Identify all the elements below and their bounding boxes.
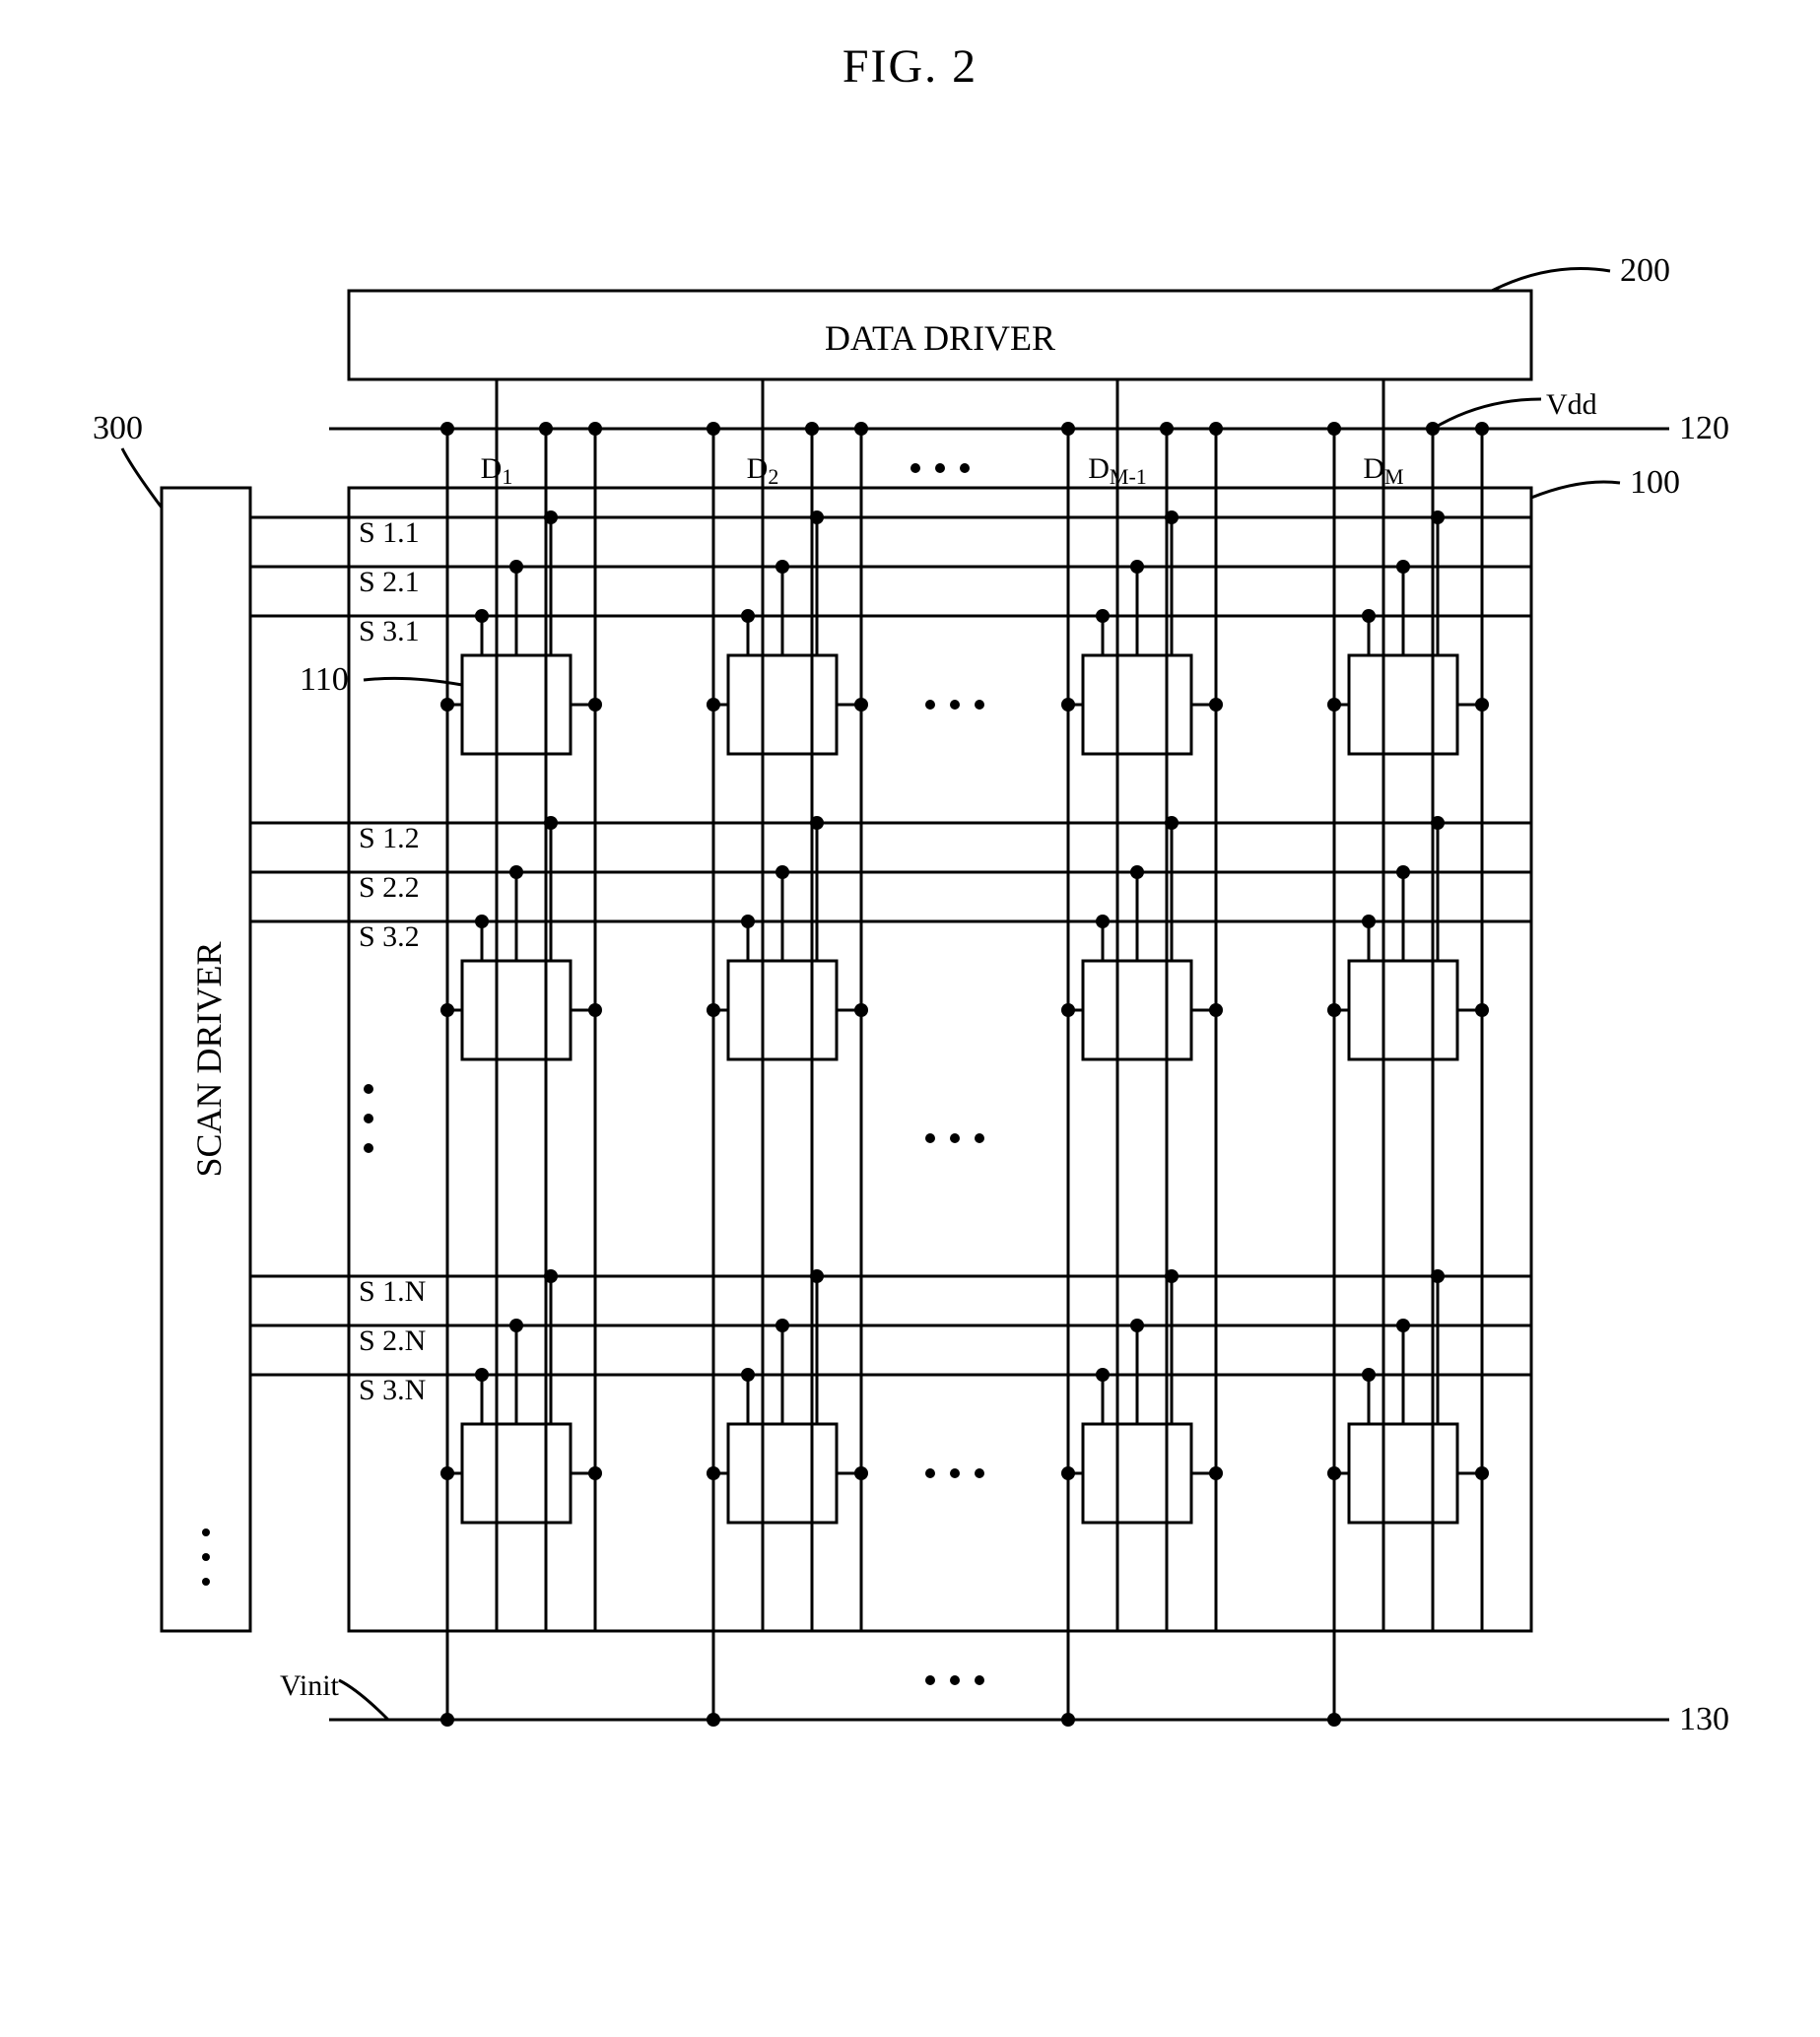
reference-callouts: 200 300 100 120 130 110 bbox=[93, 252, 1729, 1737]
svg-text:100: 100 bbox=[1630, 464, 1680, 501]
svg-text:300: 300 bbox=[93, 410, 143, 446]
svg-text:S 2.2: S 2.2 bbox=[359, 871, 420, 904]
svg-text:S 3.1: S 3.1 bbox=[359, 615, 420, 647]
ellipsis-cols bbox=[910, 463, 970, 473]
scan-labels: S 1.1 S 2.1 S 3.1 S 1.2 S 2.2 S 3.2 S 1.… bbox=[359, 516, 426, 1406]
column-lines bbox=[440, 379, 1440, 1727]
scan-driver-label: SCAN DRIVER bbox=[189, 941, 229, 1177]
data-driver-label: DATA DRIVER bbox=[824, 318, 1054, 358]
svg-text:120: 120 bbox=[1679, 410, 1729, 446]
svg-text:S 2.1: S 2.1 bbox=[359, 566, 420, 598]
svg-text:S 1.1: S 1.1 bbox=[359, 516, 420, 549]
pixel-connections bbox=[440, 422, 1489, 1631]
scan-lines bbox=[250, 517, 1531, 1375]
svg-text:S 1.2: S 1.2 bbox=[359, 822, 420, 854]
svg-text:130: 130 bbox=[1679, 1701, 1729, 1737]
figure-title: FIG. 2 bbox=[39, 39, 1781, 94]
svg-text:S 3.2: S 3.2 bbox=[359, 920, 420, 953]
vdd-label: Vdd bbox=[1546, 388, 1597, 421]
svg-text:S 3.N: S 3.N bbox=[359, 1374, 426, 1406]
svg-text:S 2.N: S 2.N bbox=[359, 1324, 426, 1357]
vinit-label: Vinit bbox=[280, 1669, 340, 1702]
svg-text:110: 110 bbox=[300, 661, 349, 698]
pixel-boxes bbox=[462, 655, 1457, 1523]
ellipsis-pixels bbox=[925, 700, 984, 1685]
svg-text:S 1.N: S 1.N bbox=[359, 1275, 426, 1308]
svg-text:200: 200 bbox=[1620, 252, 1670, 289]
diagram: DATA DRIVER SCAN DRIVER Vdd Vinit D1 D2 … bbox=[73, 153, 1748, 1828]
